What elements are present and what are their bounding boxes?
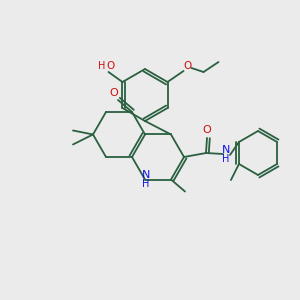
Text: H: H bbox=[222, 154, 230, 164]
Text: H: H bbox=[142, 178, 150, 188]
Text: H: H bbox=[98, 61, 105, 71]
Text: N: N bbox=[142, 169, 150, 179]
Text: O: O bbox=[183, 61, 192, 71]
Text: O: O bbox=[202, 125, 211, 135]
Text: N: N bbox=[222, 145, 230, 155]
Text: O: O bbox=[106, 61, 115, 71]
Text: O: O bbox=[110, 88, 118, 98]
